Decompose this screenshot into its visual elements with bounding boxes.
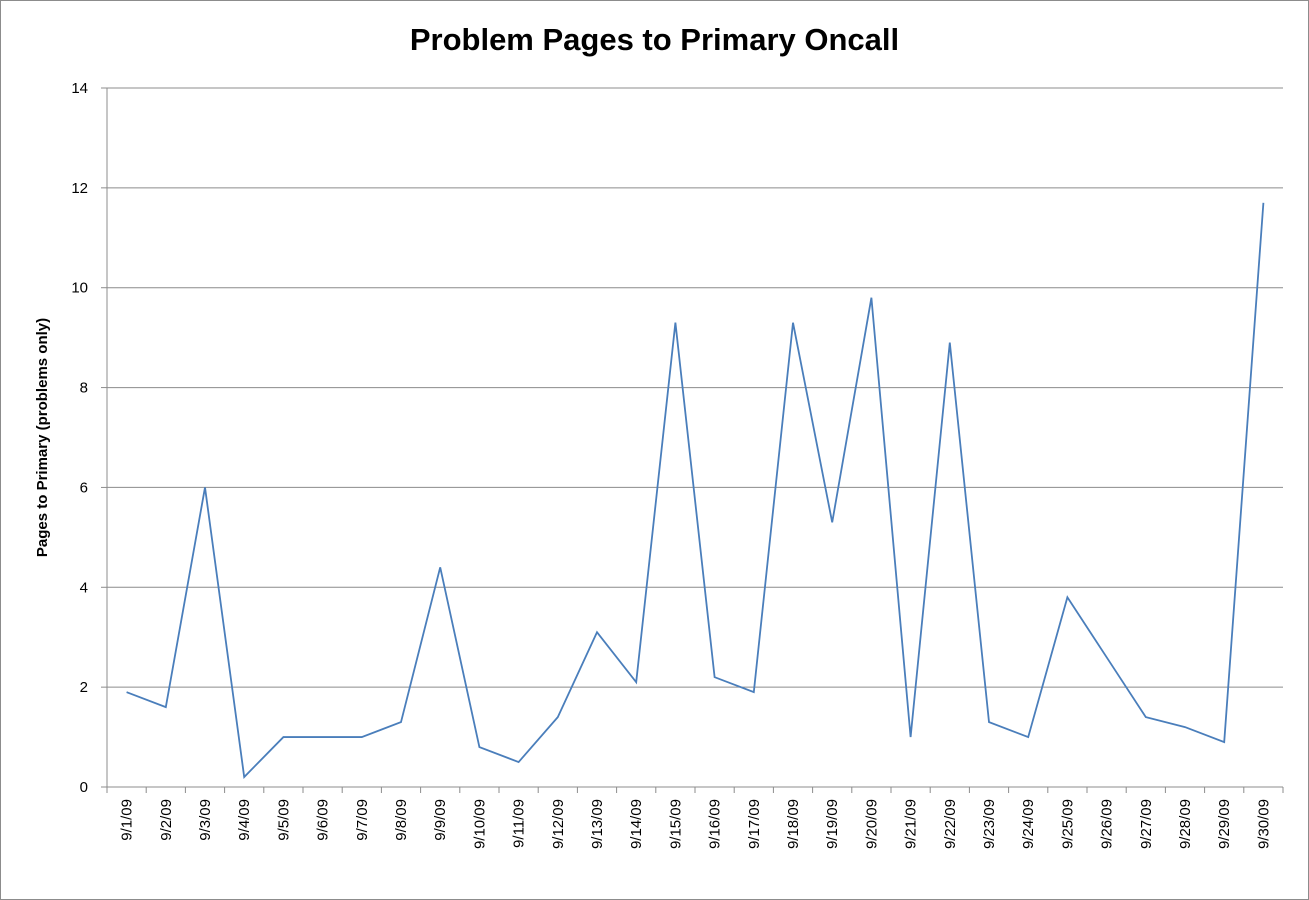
x-tick-label-9/4/09: 9/4/09 [236,799,253,841]
y-tick-label-14: 14 [71,80,88,97]
series-line-0 [126,202,1265,779]
y-tick-label-8: 8 [80,380,88,397]
y-tick-label-10: 10 [71,280,88,297]
x-tick-label-9/16/09: 9/16/09 [707,799,724,849]
x-tick-label-9/5/09: 9/5/09 [275,799,292,841]
y-tick-label-6: 6 [80,479,88,496]
x-tick-label-9/27/09: 9/27/09 [1138,799,1155,849]
x-tick-label-9/28/09: 9/28/09 [1177,799,1194,849]
x-tick-label-9/11/09: 9/11/09 [511,799,528,848]
y-tick-label-2: 2 [80,679,88,696]
x-tick-label-9/25/09: 9/25/09 [1059,799,1076,849]
y-tick-label-0: 0 [80,779,88,796]
x-tick-label-9/20/09: 9/20/09 [863,799,880,849]
x-tick-label-9/8/09: 9/8/09 [393,799,410,841]
x-tick-label-9/24/09: 9/24/09 [1020,799,1037,849]
x-tick-label-9/2/09: 9/2/09 [158,799,175,841]
y-axis-title: Pages to Primary (problems only) [34,318,51,557]
chart-title: Problem Pages to Primary Oncall [409,22,900,57]
x-tick-label-9/14/09: 9/14/09 [628,799,645,849]
x-tick-label-9/23/09: 9/23/09 [981,799,998,849]
x-tick-label-9/19/09: 9/19/09 [824,799,841,849]
x-tick-label-9/29/09: 9/29/09 [1216,799,1233,849]
x-tick-label-9/17/09: 9/17/09 [746,799,763,849]
x-tick-label-9/6/09: 9/6/09 [315,799,332,841]
x-tick-label-9/18/09: 9/18/09 [785,799,802,849]
x-tick-label-9/1/09: 9/1/09 [119,799,136,841]
x-tick-label-9/3/09: 9/3/09 [197,799,214,841]
x-tick-label-9/12/09: 9/12/09 [550,799,567,849]
x-tick-label-9/26/09: 9/26/09 [1099,799,1116,849]
x-tick-label-9/10/09: 9/10/09 [471,799,488,849]
x-tick-label-9/9/09: 9/9/09 [432,799,449,841]
x-tick-label-9/30/09: 9/30/09 [1255,799,1272,849]
y-tick-label-12: 12 [71,180,88,197]
x-tick-label-9/15/09: 9/15/09 [667,799,684,849]
x-tick-label-9/22/09: 9/22/09 [942,799,959,849]
x-tick-label-9/7/09: 9/7/09 [354,799,371,841]
x-tick-label-9/21/09: 9/21/09 [903,799,920,849]
y-tick-label-4: 4 [80,579,88,596]
x-tick-label-9/13/09: 9/13/09 [589,799,606,849]
